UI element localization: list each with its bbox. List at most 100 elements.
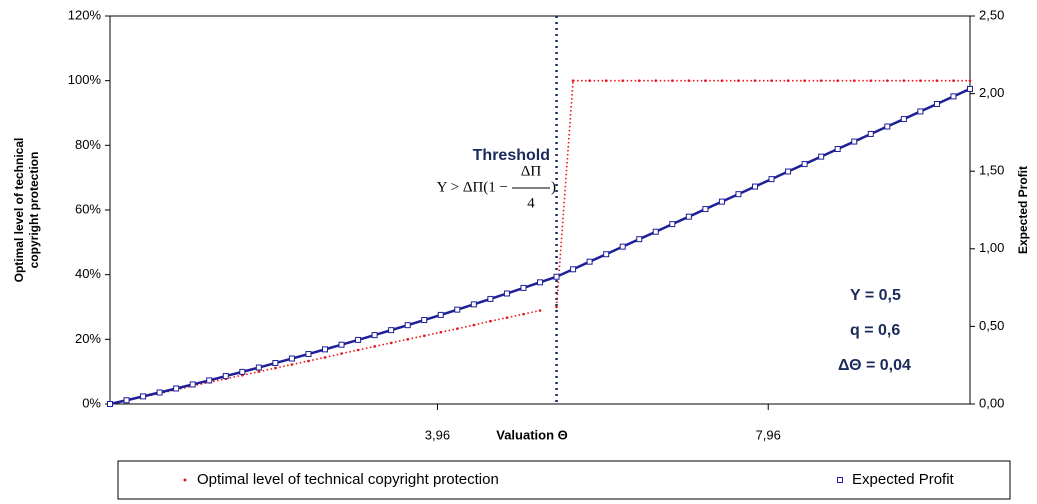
- y2-tick-label: 2,50: [979, 7, 1004, 22]
- point: [454, 306, 461, 313]
- series-segment: [291, 360, 309, 366]
- point: [852, 79, 856, 82]
- series-segment: [424, 331, 441, 337]
- point: [487, 295, 494, 302]
- point: [272, 360, 279, 367]
- point: [803, 79, 806, 82]
- point: [489, 319, 492, 323]
- point: [437, 311, 444, 318]
- point: [538, 309, 542, 312]
- point: [288, 355, 295, 362]
- point: [967, 85, 973, 92]
- point: [389, 341, 393, 345]
- point: [388, 327, 395, 334]
- point: [290, 363, 294, 366]
- point: [503, 290, 510, 297]
- param: Y = 0,5: [850, 287, 901, 304]
- series-segment: [258, 367, 276, 373]
- point: [718, 198, 725, 205]
- series-segment: [242, 370, 260, 377]
- point: [206, 377, 213, 384]
- y2-axis-label: Expected Profit: [1016, 166, 1030, 254]
- point: [373, 345, 376, 348]
- point: [671, 79, 674, 82]
- point: [322, 346, 328, 353]
- series-segment: [275, 363, 293, 369]
- y-axis-label: Optimal level of technical: [12, 138, 26, 283]
- point: [555, 305, 558, 309]
- point: [720, 79, 724, 82]
- point: [702, 206, 709, 213]
- y-tick-label: 80%: [75, 137, 101, 152]
- y2-tick-label: 0,00: [979, 395, 1004, 410]
- y-tick-label: 40%: [75, 266, 101, 281]
- legend-marker: [183, 478, 187, 482]
- series-segment: [209, 377, 226, 384]
- point: [571, 79, 575, 82]
- point: [140, 393, 147, 400]
- point: [952, 79, 955, 82]
- point: [785, 168, 792, 175]
- point: [189, 381, 196, 388]
- point: [406, 338, 409, 341]
- point: [654, 79, 658, 82]
- point: [522, 312, 525, 316]
- point: [173, 385, 180, 392]
- plot-frame: [109, 15, 971, 405]
- y2-tick-label: 1,00: [979, 240, 1004, 255]
- series-segment: [175, 385, 193, 391]
- series-segment: [390, 338, 408, 344]
- series-segment: [555, 80, 574, 308]
- formula-numerator: ΔΠ: [521, 163, 542, 179]
- formula-left: Y > ΔΠ(1 −: [437, 179, 508, 195]
- point: [735, 191, 742, 198]
- y2-tick-label: 1,50: [979, 163, 1004, 178]
- point: [652, 228, 659, 235]
- series-segment: [308, 356, 326, 362]
- point: [505, 316, 509, 319]
- point: [737, 79, 740, 82]
- point: [323, 356, 327, 359]
- point: [819, 79, 823, 82]
- point: [867, 130, 874, 137]
- y-tick-label: 120%: [68, 7, 102, 22]
- point: [371, 332, 378, 339]
- legend-label: Optimal level of technical copyright pro…: [197, 471, 499, 488]
- series-segment: [225, 374, 243, 380]
- point: [753, 79, 757, 82]
- point: [685, 213, 692, 220]
- point: [752, 183, 758, 190]
- series-segment: [506, 313, 524, 319]
- point: [537, 279, 543, 286]
- legend-box: [117, 460, 1011, 500]
- point: [851, 138, 858, 145]
- point: [704, 79, 707, 82]
- series-segment: [523, 309, 541, 315]
- threshold-label: Threshold: [473, 147, 550, 164]
- point: [439, 330, 443, 334]
- point: [669, 221, 676, 228]
- point: [933, 100, 940, 107]
- legend-marker: [837, 477, 843, 483]
- point: [222, 373, 229, 380]
- x-axis-label: Valuation Θ: [496, 427, 568, 442]
- point: [239, 368, 246, 375]
- point: [404, 322, 411, 329]
- y2-tick-label: 2,00: [979, 85, 1004, 100]
- y-tick-label: 100%: [68, 72, 102, 87]
- formula-right: ): [551, 179, 556, 195]
- point: [340, 352, 343, 355]
- series-segment: [357, 345, 375, 351]
- point: [255, 364, 262, 371]
- point: [456, 327, 459, 330]
- series-segment: [341, 349, 359, 355]
- point: [786, 79, 790, 82]
- point: [834, 146, 841, 153]
- point: [520, 284, 527, 291]
- point: [107, 401, 113, 407]
- point: [570, 266, 577, 273]
- y-tick-label: 0%: [82, 395, 101, 410]
- point: [968, 79, 972, 82]
- point: [588, 79, 591, 82]
